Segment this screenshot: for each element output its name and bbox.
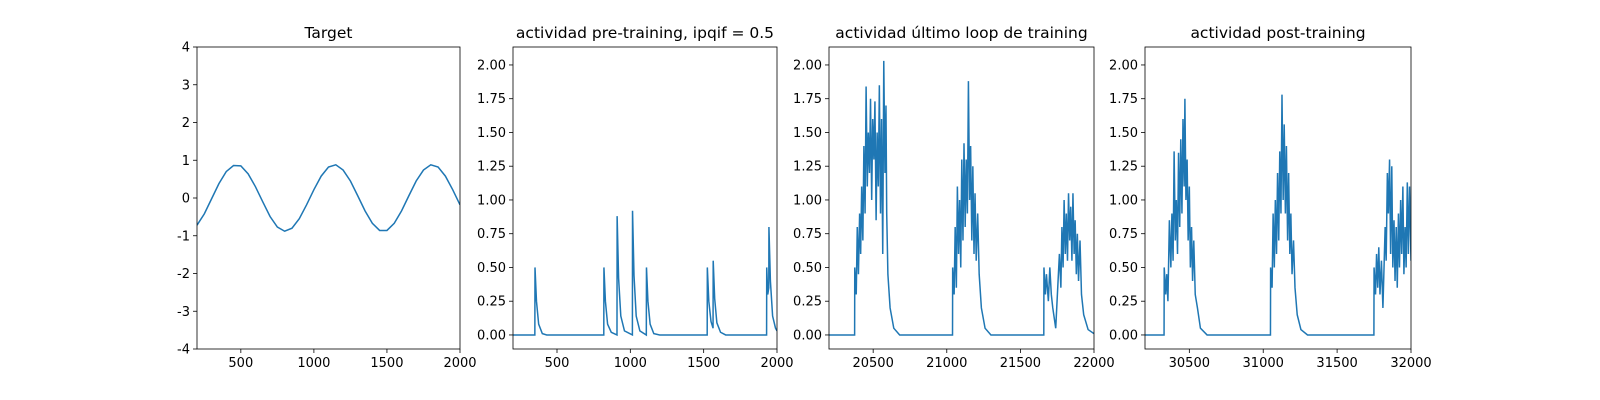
y-tick-label: -1 [177,229,190,244]
x-tick-label: 31000 [1243,356,1284,371]
x-tick-label: 500 [228,356,253,371]
y-tick-label: 1.50 [477,126,506,141]
y-tick-label: 0.50 [1109,261,1138,276]
y-tick-label: 0.00 [477,328,506,343]
x-tick-label: 20500 [852,356,893,371]
y-tick-label: 1.00 [1109,193,1138,208]
y-tick-label: 1.75 [1109,92,1138,107]
y-tick-label: 3 [182,78,190,93]
subplot-title: Target [304,24,353,42]
data-line [1145,94,1411,336]
axes-frame [1144,46,1412,350]
y-tick-label: 0.25 [477,295,506,310]
data-line [513,210,777,337]
x-tick-label: 32000 [1390,356,1431,371]
axes-frame [196,46,461,350]
y-tick-label: 0.50 [793,261,822,276]
y-tick-label: 1.75 [477,92,506,107]
y-tick-label: 0.50 [477,261,506,276]
x-tick-label: 1500 [370,356,403,371]
data-line [197,163,460,233]
y-tick-label: 0.75 [793,227,822,242]
x-tick-label: 21500 [1000,356,1041,371]
y-tick-label: 1.00 [793,193,822,208]
subplot: actividad último loop de training 20500 21… [793,24,1115,371]
y-tick-label: 1.50 [793,126,822,141]
y-tick-label: 0.25 [793,295,822,310]
x-tick-label: 30500 [1169,356,1210,371]
subplot: actividad pre-training, ipqif = 0.5 500 10… [477,24,794,371]
x-tick-label: 21000 [926,356,967,371]
subplot-title: actividad último loop de training [835,24,1087,42]
y-tick-label: 2.00 [793,58,822,73]
y-tick-label: -2 [177,267,190,282]
axes-frame [828,46,1095,350]
y-tick-label: 1.50 [1109,126,1138,141]
y-tick-label: 1.00 [477,193,506,208]
axes-frame [512,46,778,350]
y-tick-label: 1.75 [793,92,822,107]
x-tick-label: 2000 [443,356,476,371]
y-tick-label: -4 [177,343,190,358]
y-tick-label: 2.00 [1109,58,1138,73]
subplot: Target 500 1000 1500 2000 -4 -3 -2 -1 0 1 2 3 4 [177,24,477,371]
y-tick-label: 0 [182,192,190,207]
y-tick-label: 0.00 [793,328,822,343]
subplot: actividad post-training 30500 31000 31500 32… [1109,24,1432,371]
y-tick-label: 1.25 [793,160,822,175]
y-tick-label: 2.00 [477,58,506,73]
y-tick-label: 1 [182,154,190,169]
y-tick-label: 0.25 [1109,295,1138,310]
y-tick-label: 0.00 [1109,328,1138,343]
subplot-title: actividad pre-training, ipqif = 0.5 [516,24,774,42]
x-tick-label: 31500 [1316,356,1357,371]
y-tick-label: 1.25 [477,160,506,175]
x-tick-label: 22000 [1073,356,1114,371]
x-tick-label: 1000 [614,356,647,371]
x-tick-label: 2000 [760,356,793,371]
y-tick-label: -3 [177,305,190,320]
x-tick-label: 1000 [297,356,330,371]
y-tick-label: 4 [182,41,190,56]
y-tick-label: 0.75 [1109,227,1138,242]
y-tick-label: 1.25 [1109,160,1138,175]
y-tick-label: 2 [182,116,190,131]
x-tick-label: 500 [545,356,570,371]
x-tick-label: 1500 [687,356,720,371]
y-tick-label: 0.75 [477,227,506,242]
subplot-title: actividad post-training [1190,24,1365,42]
data-line [829,60,1094,336]
